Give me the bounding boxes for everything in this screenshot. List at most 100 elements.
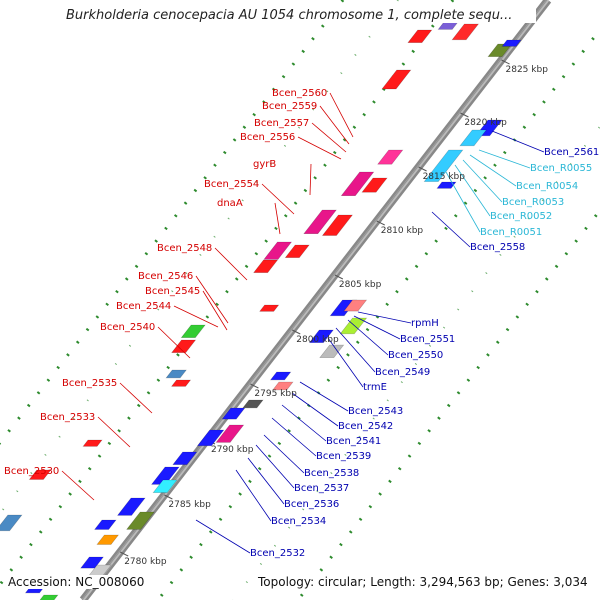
gene-feature[interactable] (339, 317, 368, 335)
gene-feature[interactable] (242, 399, 264, 409)
gene-label-right[interactable]: Bcen_2558 (470, 242, 525, 253)
gene-label-left[interactable]: Bcen_2560 (272, 88, 327, 99)
gene-label-right[interactable]: Bcen_2539 (316, 451, 371, 462)
gene-feature[interactable] (377, 149, 404, 165)
gene-feature[interactable] (172, 451, 198, 465)
gene-feature[interactable] (165, 369, 187, 379)
gene-label-right[interactable]: Bcen_2543 (348, 406, 403, 417)
gene-feature[interactable] (423, 149, 464, 182)
gene-feature[interactable] (253, 259, 279, 273)
gene-feature[interactable] (94, 519, 117, 530)
leader-line (335, 327, 376, 373)
gene-feature[interactable] (303, 209, 337, 235)
gene-label-right[interactable]: Bcen_2561 (544, 147, 599, 158)
gene-label-right[interactable]: Bcen_2534 (271, 516, 326, 527)
kbp-label: 2785 kbp (168, 500, 211, 510)
gene-label-right[interactable]: Bcen_2542 (338, 421, 393, 432)
gene-feature[interactable] (263, 241, 293, 260)
gene-feature[interactable] (340, 171, 375, 197)
leader-line (255, 444, 295, 489)
gene-label-left[interactable]: Bcen_2554 (204, 179, 259, 190)
gene-label-right[interactable]: Bcen_R0054 (516, 181, 578, 192)
gene-feature[interactable] (152, 479, 178, 493)
gene-feature[interactable] (196, 429, 225, 447)
gene-feature[interactable] (116, 497, 146, 516)
leader-line (327, 337, 364, 388)
leader-line (97, 416, 131, 448)
gene-features[interactable] (0, 11, 522, 600)
gene-label-left[interactable]: Bcen_2559 (262, 101, 317, 112)
leader-line (311, 122, 347, 153)
gene-feature[interactable] (381, 69, 412, 90)
gene-feature[interactable] (321, 214, 353, 236)
leader-line (329, 92, 354, 138)
gene-label-left[interactable]: Bcen_2540 (100, 322, 155, 333)
gene-label-right[interactable]: trmE (363, 382, 387, 393)
gene-label-right[interactable]: Bcen_2538 (304, 468, 359, 479)
gene-feature[interactable] (308, 329, 334, 343)
gene-feature[interactable] (343, 299, 368, 312)
gene-feature[interactable] (180, 324, 206, 338)
accession-text: Accession: NC_008060 (8, 575, 145, 589)
gene-feature[interactable] (319, 344, 345, 358)
gene-feature[interactable] (451, 23, 480, 41)
gene-label-right[interactable]: Bcen_R0052 (490, 211, 552, 222)
gene-feature[interactable] (215, 424, 245, 443)
gene-label-right[interactable]: Bcen_2549 (375, 367, 430, 378)
kbp-label: 2815 kbp (423, 172, 466, 182)
gene-feature[interactable] (269, 371, 292, 381)
gene-feature[interactable] (96, 534, 119, 545)
gene-feature[interactable] (171, 339, 197, 353)
gene-label-left[interactable]: Bcen_2545 (145, 286, 200, 297)
gene-label-right[interactable]: Bcen_2537 (294, 483, 349, 494)
gene-label-left[interactable]: Bcen_2535 (62, 378, 117, 389)
gene-label-right[interactable]: Bcen_2536 (284, 499, 339, 510)
ruler-tick (501, 59, 510, 65)
leader-line (173, 305, 219, 328)
kbp-label: 2825 kbp (506, 65, 549, 75)
gene-label-right[interactable]: Bcen_R0055 (530, 163, 592, 174)
gene-feature[interactable] (459, 129, 487, 147)
leader-line (291, 392, 339, 427)
gene-label-right[interactable]: Bcen_R0053 (502, 197, 564, 208)
gene-feature[interactable] (0, 514, 23, 532)
gene-label-right[interactable]: rpmH (411, 318, 439, 329)
gene-label-left[interactable]: Bcen_2548 (157, 243, 212, 254)
leader-line (235, 469, 272, 522)
gene-label-left[interactable]: Bcen_2544 (116, 301, 171, 312)
gene-labels[interactable]: Bcen_2560 Bcen_2559 Bcen_2557 Bcen_2556 gyrB… (4, 88, 599, 559)
gene-label-right[interactable]: Bcen_2541 (326, 436, 381, 447)
gene-feature[interactable] (272, 381, 294, 391)
ruler-tick (334, 274, 344, 280)
gene-label-left[interactable]: dnaA (217, 198, 243, 209)
gene-feature[interactable] (361, 177, 388, 193)
gene-feature[interactable] (221, 407, 246, 420)
ruler-tick (376, 220, 385, 226)
gene-feature[interactable] (170, 379, 192, 387)
gene-feature[interactable] (126, 511, 155, 530)
gene-label-left[interactable]: Bcen_2533 (40, 412, 95, 423)
leader-line (157, 326, 191, 359)
gene-feature[interactable] (407, 29, 433, 43)
gene-feature[interactable] (80, 556, 104, 569)
gene-label-right[interactable]: Bcen_R0051 (480, 227, 542, 238)
guide-dots (0, 0, 399, 516)
gene-feature[interactable] (284, 244, 310, 258)
leader-line (274, 202, 281, 235)
gene-label-left[interactable]: Bcen_2546 (138, 271, 193, 282)
gene-label-left[interactable]: gyrB (253, 159, 276, 170)
gene-feature[interactable] (259, 304, 280, 312)
leader-line (119, 382, 153, 414)
gene-feature[interactable] (37, 594, 59, 600)
leader-line (469, 154, 517, 187)
gene-feature[interactable] (28, 469, 52, 480)
gene-label-right[interactable]: Bcen_2532 (250, 548, 305, 559)
gene-feature[interactable] (82, 439, 103, 447)
leader-line (491, 130, 545, 153)
gene-label-right[interactable]: Bcen_2550 (388, 350, 443, 361)
gene-label-right[interactable]: Bcen_2551 (400, 334, 455, 345)
gene-label-left[interactable]: Bcen_2556 (240, 132, 295, 143)
gene-label-left[interactable]: Bcen_2530 (4, 466, 59, 477)
gene-label-left[interactable]: Bcen_2557 (254, 118, 309, 129)
gene-feature[interactable] (501, 39, 522, 47)
